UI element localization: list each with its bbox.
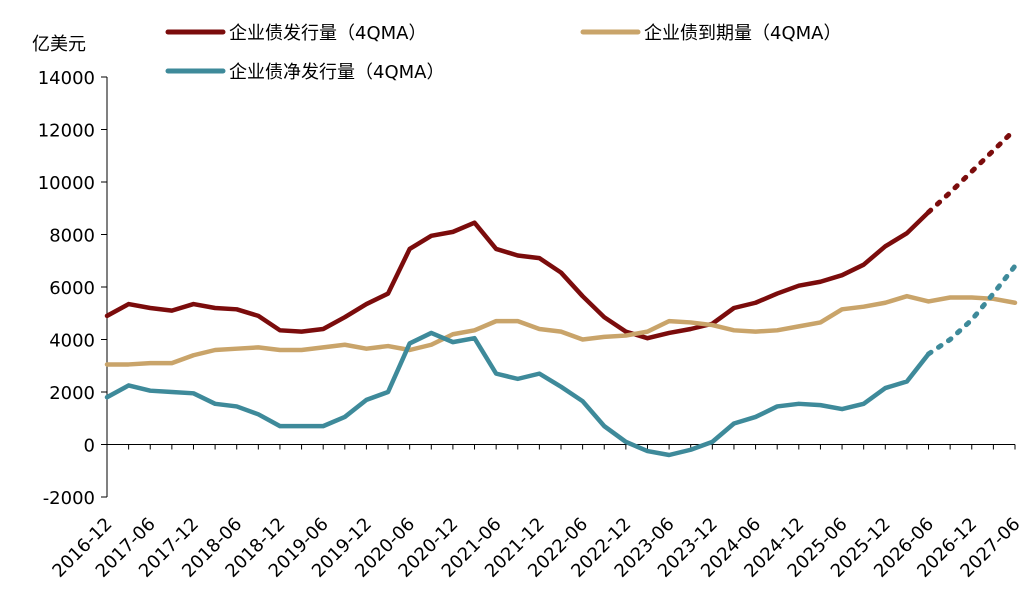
series-line-1 — [104, 293, 1018, 367]
series-layer — [104, 127, 1018, 458]
y-tick-label: 12000 — [38, 121, 95, 142]
series-line-0 — [104, 209, 931, 341]
y-tick-label: 14000 — [38, 68, 95, 89]
series-line-2 — [104, 330, 931, 458]
series-forecast-0 — [926, 127, 1018, 215]
series-forecast-2 — [926, 263, 1018, 357]
legend-label-1: 企业债到期量（4QMA） — [644, 23, 841, 44]
y-tick-label: 4000 — [49, 331, 95, 352]
y-tick-label: 6000 — [49, 278, 95, 299]
y-tick-label: 0 — [84, 436, 95, 457]
y-tick-label: -2000 — [43, 488, 95, 509]
legend-label-2: 企业债净发行量（4QMA） — [229, 62, 444, 83]
y-tick-label: 8000 — [49, 226, 95, 247]
y-tick-label: 10000 — [38, 173, 95, 194]
y-tick-label: 2000 — [49, 383, 95, 404]
y-axis-unit-label: 亿美元 — [32, 34, 86, 55]
legend-label-0: 企业债发行量（4QMA） — [229, 23, 426, 44]
legend: 企业债发行量（4QMA） 企业债到期量（4QMA） 企业债净发行量（4QMA） — [165, 23, 841, 83]
